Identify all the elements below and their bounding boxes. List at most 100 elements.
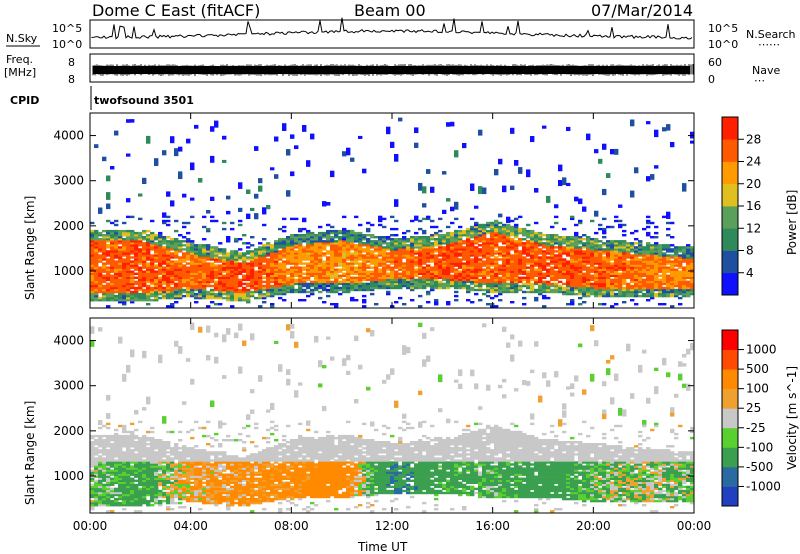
heatmap-cell: [106, 499, 111, 503]
heatmap-cell: [122, 504, 127, 507]
heatmap-cell: [406, 229, 411, 233]
heatmap-cell: [106, 270, 111, 273]
heatmap-cell: [94, 296, 99, 300]
heatmap-cell: [638, 240, 643, 243]
heatmap-cell: [118, 459, 123, 462]
heatmap-cell: [358, 242, 363, 245]
heatmap-cell: [106, 489, 111, 493]
heatmap-cell: [474, 270, 479, 273]
heatmap-cell: [646, 290, 651, 294]
y-tick-label: 4000: [53, 129, 84, 143]
heatmap-cell: [130, 262, 135, 265]
heatmap-cell: [254, 284, 259, 288]
heatmap-cell: [406, 250, 411, 253]
heatmap-cell: [214, 294, 219, 298]
heatmap-cell: [634, 303, 639, 306]
heatmap-cell: [90, 445, 95, 448]
heatmap-cell: [518, 276, 523, 279]
heatmap-cell: [242, 234, 247, 237]
heatmap-cell: [126, 254, 131, 257]
heatmap-cell: [110, 290, 115, 294]
heatmap-cell: [646, 280, 651, 284]
heatmap-cell: [102, 457, 107, 460]
heatmap-cell: [242, 292, 247, 296]
heatmap-cell: [650, 250, 655, 253]
heatmap-cell: [322, 278, 327, 282]
heatmap-cell: [190, 274, 195, 277]
heatmap-cell: [122, 424, 127, 428]
heatmap-cell: [162, 242, 167, 245]
heatmap-cell: [398, 276, 403, 279]
heatmap-cell: [534, 290, 539, 294]
heatmap-cell: [438, 254, 443, 257]
heatmap-cell: [434, 244, 439, 247]
heatmap-cell: [194, 254, 199, 257]
heatmap-cell: [118, 481, 123, 484]
heatmap-cell: [278, 252, 283, 255]
heatmap-cell: [154, 282, 159, 286]
heatmap-cell: [442, 209, 447, 214]
heatmap-cell: [482, 223, 487, 227]
heatmap-cell: [478, 225, 483, 229]
heatmap-cell: [654, 256, 659, 259]
heatmap-cell: [122, 250, 127, 253]
heatmap-cell: [274, 284, 279, 288]
heatmap-cell: [162, 290, 167, 294]
heatmap-cell: [170, 286, 175, 290]
heatmap-cell: [246, 258, 251, 261]
heatmap-cell: [230, 294, 235, 298]
heatmap-cell: [458, 238, 463, 241]
heatmap-cell: [142, 242, 147, 245]
heatmap-cell: [314, 272, 319, 275]
heatmap-cell: [218, 282, 223, 286]
heatmap-cell: [598, 258, 603, 261]
heatmap-cell: [606, 256, 611, 259]
heatmap-cell: [102, 447, 107, 450]
heatmap-cell: [414, 142, 419, 148]
heatmap-cell: [394, 227, 399, 231]
heatmap-cell: [462, 278, 467, 282]
heatmap-cell: [518, 270, 523, 273]
heatmap-cell: [474, 256, 479, 259]
heatmap-cell: [530, 258, 535, 261]
heatmap-cell: [410, 284, 415, 288]
heatmap-cell: [434, 286, 439, 290]
heatmap-cell: [622, 258, 627, 261]
heatmap-cell: [202, 288, 207, 292]
heatmap-cell: [430, 254, 435, 257]
heatmap-cell: [350, 246, 355, 249]
heatmap-cell: [206, 282, 211, 286]
heatmap-cell: [90, 242, 95, 245]
heatmap-cell: [606, 284, 611, 288]
heatmap-cell: [290, 240, 295, 243]
heatmap-cell: [94, 299, 99, 302]
heatmap-cell: [206, 229, 211, 233]
heatmap-cell: [446, 244, 451, 247]
heatmap-cell: [134, 276, 139, 279]
heatmap-cell: [642, 294, 647, 298]
heatmap-cell: [574, 250, 579, 253]
heatmap-cell: [630, 292, 635, 296]
heatmap-cell: [162, 258, 167, 261]
heatmap-cell: [94, 447, 99, 450]
heatmap-cell: [122, 292, 127, 296]
heatmap-cell: [134, 286, 139, 290]
heatmap-cell: [566, 248, 571, 251]
heatmap-cell: [502, 262, 507, 265]
heatmap-cell: [278, 272, 283, 275]
heatmap-cell: [382, 276, 387, 279]
heatmap-cell: [486, 258, 491, 261]
heatmap-cell: [402, 303, 407, 306]
heatmap-cell: [90, 290, 95, 294]
heatmap-cell: [214, 292, 219, 296]
heatmap-cell: [434, 254, 439, 257]
heatmap-cell: [270, 284, 275, 288]
heatmap-cell: [166, 242, 171, 245]
heatmap-cell: [94, 254, 99, 257]
heatmap-cell: [394, 154, 399, 162]
heatmap-cell: [106, 449, 111, 452]
heatmap-cell: [614, 215, 619, 219]
heatmap-cell: [670, 268, 675, 271]
velocity-heatmap-cells: [90, 322, 695, 513]
heatmap-cell: [130, 240, 135, 243]
